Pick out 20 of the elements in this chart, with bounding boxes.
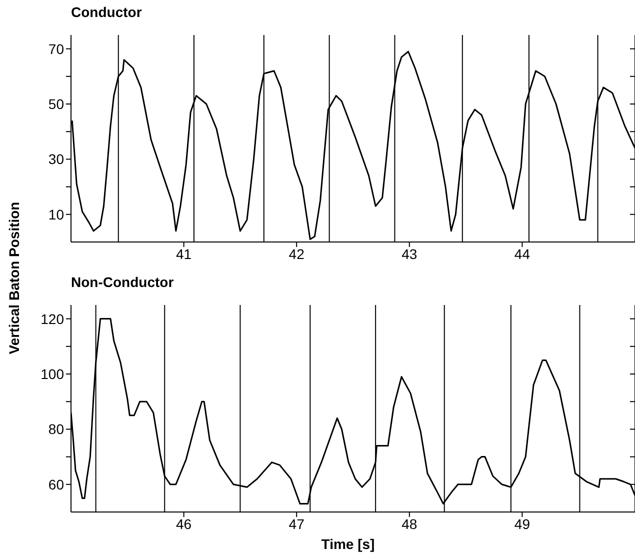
x-tick-label: 49 bbox=[514, 516, 530, 532]
chart-title: Non-Conductor bbox=[71, 274, 174, 290]
x-tick-label: 42 bbox=[288, 246, 305, 262]
x-tick-label: 43 bbox=[402, 246, 418, 262]
y-tick-label: 30 bbox=[48, 151, 64, 168]
y-tick-label: 80 bbox=[48, 421, 64, 438]
y-axis-title: Vertical Baton Position bbox=[6, 202, 22, 354]
chart-title: Conductor bbox=[71, 4, 142, 20]
x-tick-label: 48 bbox=[402, 516, 418, 532]
y-tick-label: 10 bbox=[48, 206, 64, 222]
x-tick-label: 44 bbox=[514, 246, 530, 262]
y-tick-label: 100 bbox=[40, 366, 64, 382]
y-tick-label: 50 bbox=[48, 96, 64, 112]
x-tick-label: 41 bbox=[176, 246, 192, 262]
y-tick-label: 120 bbox=[40, 310, 64, 327]
x-tick-label: 46 bbox=[176, 516, 192, 532]
y-tick-label: 60 bbox=[48, 476, 64, 492]
x-tick-label: 47 bbox=[288, 516, 305, 532]
x-axis-title: Time [s] bbox=[320, 536, 376, 552]
y-tick-label: 70 bbox=[48, 40, 64, 57]
